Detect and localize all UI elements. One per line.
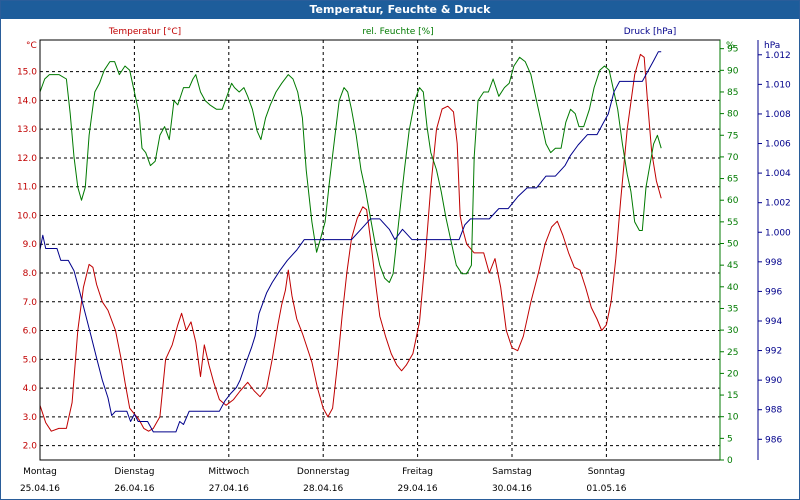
pressure-tick-label: 1.010 bbox=[765, 80, 791, 90]
temperature-unit: °C bbox=[26, 41, 37, 51]
humidity-tick-label: 65 bbox=[727, 175, 738, 185]
ticks: Montag 25.04.16 Dienstag 26.04.16 Mittwoch 27… bbox=[17, 45, 791, 494]
pressure-tick-label: 1.004 bbox=[765, 169, 791, 179]
day-label: Sonntag bbox=[588, 467, 625, 477]
humidity-series-line bbox=[39, 56, 662, 283]
temperature-tick-label: 2.0 bbox=[23, 442, 38, 452]
day-label: Samstag bbox=[492, 467, 531, 477]
humidity-unit: % bbox=[726, 41, 735, 51]
date-label: 28.04.16 bbox=[303, 484, 343, 494]
temperature-tick-label: 11.0 bbox=[17, 183, 37, 193]
pressure-tick-label: 996 bbox=[765, 287, 782, 297]
date-label: 01.05.16 bbox=[586, 484, 626, 494]
pressure-tick-label: 988 bbox=[765, 406, 782, 416]
temperature-tick-label: 8.0 bbox=[23, 269, 38, 279]
pressure-tick-label: 1.000 bbox=[765, 228, 791, 238]
day-label: Mittwoch bbox=[208, 467, 249, 477]
humidity-tick-label: 10 bbox=[727, 413, 739, 423]
humidity-tick-label: 20 bbox=[727, 369, 739, 379]
temperature-tick-label: 4.0 bbox=[23, 384, 38, 394]
pressure-tick-label: 1.002 bbox=[765, 199, 791, 209]
series-layer bbox=[39, 51, 662, 433]
humidity-tick-label: 90 bbox=[727, 66, 739, 76]
humidity-tick-label: 30 bbox=[727, 326, 739, 336]
plot-frame bbox=[39, 39, 721, 461]
humidity-tick-label: 70 bbox=[727, 153, 739, 163]
pressure-tick-label: 992 bbox=[765, 347, 782, 357]
humidity-tick-label: 95 bbox=[727, 45, 738, 55]
pressure-tick-label: 1.006 bbox=[765, 140, 791, 150]
pressure-tick-label: 994 bbox=[765, 317, 782, 327]
day-label: Montag bbox=[23, 467, 57, 477]
day-label: Donnerstag bbox=[297, 467, 350, 477]
day-label: Dienstag bbox=[114, 467, 154, 477]
temperature-tick-label: 13.0 bbox=[17, 125, 37, 135]
day-label: Freitag bbox=[402, 467, 433, 477]
humidity-tick-label: 60 bbox=[727, 196, 739, 206]
pressure-tick-label: 986 bbox=[765, 435, 782, 445]
humidity-tick-label: 45 bbox=[727, 261, 738, 271]
date-label: 25.04.16 bbox=[20, 484, 60, 494]
pressure-axis-label: Druck [hPa] bbox=[624, 27, 677, 37]
grid bbox=[40, 40, 720, 460]
temperature-tick-label: 7.0 bbox=[23, 298, 38, 308]
humidity-tick-label: 50 bbox=[727, 240, 739, 250]
axis-labels: °C Temperatur [°C] rel. Feuchte [%] Druc… bbox=[26, 27, 780, 51]
humidity-tick-label: 5 bbox=[727, 434, 733, 444]
date-label: 27.04.16 bbox=[209, 484, 249, 494]
date-label: 26.04.16 bbox=[114, 484, 154, 494]
temperature-tick-label: 9.0 bbox=[23, 240, 38, 250]
date-label: 29.04.16 bbox=[398, 484, 438, 494]
temperature-tick-label: 15.0 bbox=[17, 68, 37, 78]
humidity-tick-label: 0 bbox=[727, 456, 733, 466]
axes bbox=[39, 39, 759, 461]
humidity-tick-label: 35 bbox=[727, 304, 738, 314]
temperature-tick-label: 5.0 bbox=[23, 355, 38, 365]
pressure-series-line bbox=[39, 51, 662, 433]
pressure-tick-label: 1.012 bbox=[765, 51, 791, 61]
pressure-tick-label: 1.008 bbox=[765, 110, 791, 120]
pressure-tick-label: 998 bbox=[765, 258, 782, 268]
humidity-tick-label: 80 bbox=[727, 110, 739, 120]
date-label: 30.04.16 bbox=[492, 484, 532, 494]
humidity-tick-label: 25 bbox=[727, 348, 738, 358]
humidity-tick-label: 15 bbox=[727, 391, 738, 401]
temperature-tick-label: 6.0 bbox=[23, 327, 38, 337]
temperature-axis-label: Temperatur [°C] bbox=[108, 27, 181, 37]
humidity-tick-label: 75 bbox=[727, 131, 738, 141]
pressure-unit: hPa bbox=[764, 41, 780, 51]
pressure-tick-label: 990 bbox=[765, 376, 782, 386]
humidity-axis-label: rel. Feuchte [%] bbox=[362, 27, 433, 37]
window-title: Temperatur, Feuchte & Druck bbox=[1, 1, 799, 19]
temperature-tick-label: 12.0 bbox=[17, 154, 37, 164]
temperature-series-line bbox=[39, 53, 662, 432]
humidity-tick-label: 85 bbox=[727, 88, 738, 98]
temperature-tick-label: 10.0 bbox=[17, 211, 37, 221]
temperature-tick-label: 14.0 bbox=[17, 96, 37, 106]
humidity-tick-label: 55 bbox=[727, 218, 738, 228]
humidity-tick-label: 40 bbox=[727, 283, 739, 293]
temperature-tick-label: 3.0 bbox=[23, 413, 38, 423]
